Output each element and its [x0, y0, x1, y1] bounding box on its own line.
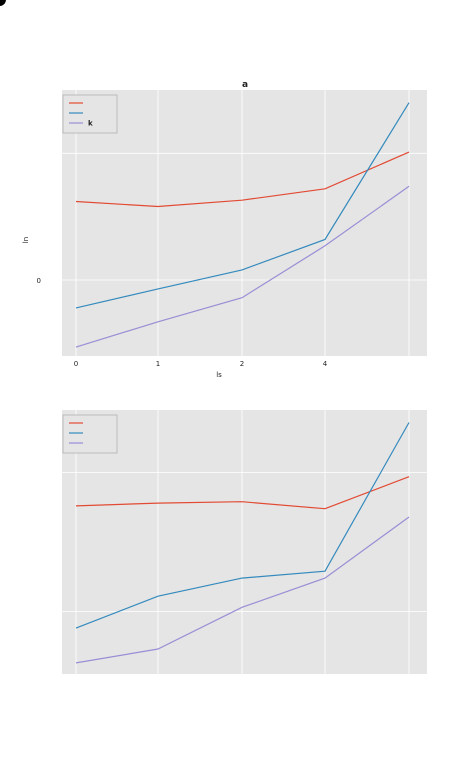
y-axis-label: ln — [22, 237, 30, 243]
x-tick-label: 0 — [74, 360, 78, 368]
legend — [62, 414, 118, 454]
series-line-3 — [75, 185, 410, 348]
series-line-2 — [75, 422, 410, 629]
x-tick-label: 2 — [240, 360, 244, 368]
legend-label: k — [88, 120, 93, 128]
plot-area — [62, 410, 427, 674]
x-axis-label: ls — [216, 371, 222, 379]
x-tick-label: 4 — [323, 360, 328, 368]
chart-title: a — [242, 80, 248, 90]
series-line-3 — [75, 516, 410, 664]
legend-box — [62, 94, 118, 134]
legend-box — [62, 414, 118, 454]
y-tick-label: 0 — [37, 277, 41, 285]
chart-panel-2 — [62, 410, 427, 674]
chart-panel-1: 0 1 2 4 0 a ls ln k — [22, 80, 427, 379]
series-line-2 — [75, 102, 410, 309]
series-line-1 — [75, 151, 410, 208]
corner-dot — [0, 0, 6, 6]
x-tick-label: 1 — [156, 360, 160, 368]
legend: k — [62, 94, 118, 134]
plot-area — [62, 90, 427, 356]
series-line-1 — [75, 476, 410, 510]
